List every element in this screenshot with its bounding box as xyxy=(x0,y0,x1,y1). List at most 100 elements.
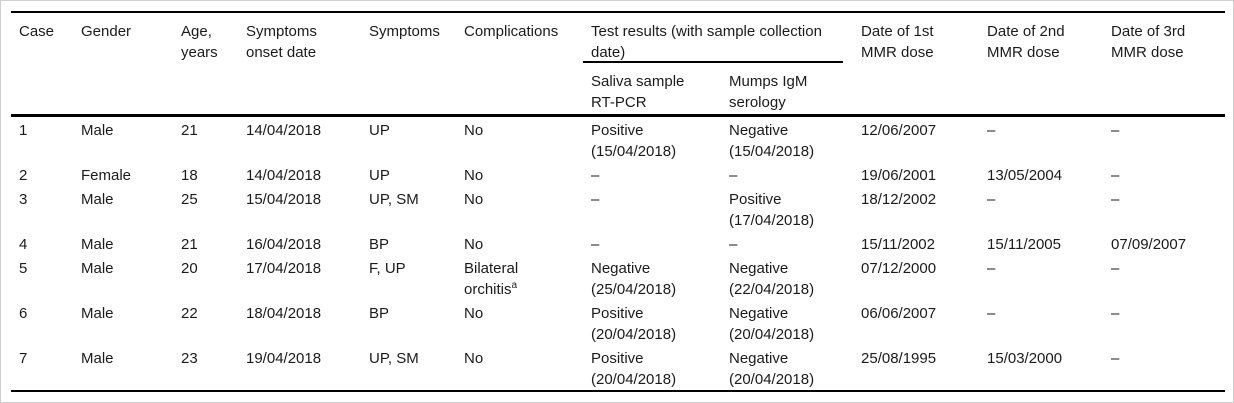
table-header: Case Gender Age, years Symptoms onset date… xyxy=(11,12,1226,117)
cell-onset-date: 17/04/2018 xyxy=(246,259,322,277)
cell-onset-date: 14/04/2018 xyxy=(246,166,322,184)
cell-mmr-dose-2: – xyxy=(987,259,996,277)
cell-onset-date: 18/04/2018 xyxy=(246,304,322,322)
cell-gender: Male xyxy=(81,304,114,322)
cell-saliva-rt-pcr: Positive (15/04/2018) xyxy=(591,121,677,160)
cell-mumps-igm: Negative (20/04/2018) xyxy=(729,304,815,343)
cell-mmr-dose-3: – xyxy=(1111,190,1120,208)
col-header-age: Age, years xyxy=(173,12,238,117)
cell-case: 2 xyxy=(19,166,28,184)
cell-complications: No xyxy=(464,190,484,208)
col-header-mmr-dose-1: Date of 1st MMR dose xyxy=(853,12,980,117)
cell-complications: Bilateral orchitisa xyxy=(464,259,519,298)
cell-age: 25 xyxy=(181,190,198,208)
cell-mmr-dose-2: 13/05/2004 xyxy=(987,166,1063,184)
cell-complications: No xyxy=(464,121,484,139)
cell-symptoms: UP, SM xyxy=(369,349,419,367)
cell-onset-date: 15/04/2018 xyxy=(246,190,322,208)
mumps-cases-table: Case Gender Age, years Symptoms onset date… xyxy=(11,11,1226,392)
cell-saliva-rt-pcr: – xyxy=(591,190,600,208)
cell-symptoms: BP xyxy=(369,235,390,253)
cell-symptoms: UP, SM xyxy=(369,190,419,208)
cell-mmr-dose-3: – xyxy=(1111,121,1120,139)
cell-mmr-dose-3: 07/09/2007 xyxy=(1111,235,1187,253)
cell-complications: No xyxy=(464,349,484,367)
cell-mmr-dose-1: 25/08/1995 xyxy=(861,349,937,367)
cell-saliva-rt-pcr: Positive (20/04/2018) xyxy=(591,349,677,388)
cell-case: 5 xyxy=(19,259,28,277)
cell-saliva-rt-pcr: – xyxy=(591,235,600,253)
header-row-sub: Saliva sample RT-PCR Mumps IgM serology xyxy=(11,63,1225,117)
cell-mmr-dose-2: – xyxy=(987,121,996,139)
cell-saliva-rt-pcr: – xyxy=(591,166,600,184)
cell-mmr-dose-2: 15/03/2000 xyxy=(987,349,1063,367)
table-body: 1 Male 21 14/04/2018 UP No Positive (15/04/2018… xyxy=(11,115,1225,391)
cell-case: 3 xyxy=(19,190,28,208)
cell-gender: Female xyxy=(81,166,132,184)
cell-age: 18 xyxy=(181,166,198,184)
cell-symptoms: BP xyxy=(369,304,390,322)
col-header-mmr-dose-2: Date of 2nd MMR dose xyxy=(979,12,1104,117)
cell-complications: No xyxy=(464,304,484,322)
cell-mmr-dose-1: 19/06/2001 xyxy=(861,166,937,184)
cell-gender: Male xyxy=(81,235,114,253)
cell-mmr-dose-2: – xyxy=(987,304,996,322)
col-header-mumps-igm: Mumps IgM serology xyxy=(721,63,854,117)
header-row-top: Case Gender Age, years Symptoms onset date… xyxy=(11,12,1226,117)
cell-age: 23 xyxy=(181,349,198,367)
table-row: 1 Male 21 14/04/2018 UP No Positive (15/04/2018… xyxy=(11,115,1225,162)
cell-onset-date: 19/04/2018 xyxy=(246,349,322,367)
table-row: 2 Female 18 14/04/2018 UP No – – 19/06/2001 13/05… xyxy=(11,162,1225,186)
table-row: 6 Male 22 18/04/2018 BP No Positive (20/04/2018… xyxy=(11,300,1225,345)
cell-mumps-igm: Positive (17/04/2018) xyxy=(729,190,815,229)
col-header-test-results: Test results (with sample collection date… xyxy=(583,12,853,63)
cell-symptoms: UP xyxy=(369,166,390,184)
col-header-saliva-rt-pcr: Saliva sample RT-PCR xyxy=(583,63,721,117)
cell-gender: Male xyxy=(81,259,114,277)
cell-age: 21 xyxy=(181,121,198,139)
cell-mumps-igm: Negative (20/04/2018) xyxy=(729,349,815,388)
cell-mmr-dose-2: – xyxy=(987,190,996,208)
cell-mmr-dose-1: 12/06/2007 xyxy=(861,121,937,139)
cell-mumps-igm: Negative (22/04/2018) xyxy=(729,259,815,298)
cell-mumps-igm: – xyxy=(729,166,738,184)
cell-mumps-igm: Negative (15/04/2018) xyxy=(729,121,815,160)
cell-age: 21 xyxy=(181,235,198,253)
test-results-group-label: Test results (with sample collection date… xyxy=(591,23,822,61)
cell-mmr-dose-3: – xyxy=(1111,259,1120,277)
cell-mmr-dose-3: – xyxy=(1111,304,1120,322)
col-header-gender: Gender xyxy=(73,12,173,117)
table-row: 5 Male 20 17/04/2018 F, UP Bilateral orchitisa… xyxy=(11,255,1225,300)
cell-mmr-dose-1: 06/06/2007 xyxy=(861,304,937,322)
cell-case: 4 xyxy=(19,235,28,253)
cell-gender: Male xyxy=(81,349,114,367)
cell-mmr-dose-1: 18/12/2002 xyxy=(861,190,937,208)
cell-mmr-dose-2: 15/11/2005 xyxy=(987,235,1061,253)
cell-gender: Male xyxy=(81,121,114,139)
cell-age: 20 xyxy=(181,259,198,277)
table-row: 4 Male 21 16/04/2018 BP No – – 15/11/2002 15/11/2… xyxy=(11,231,1225,255)
col-header-mmr-dose-3: Date of 3rd MMR dose xyxy=(1103,12,1226,117)
cell-mumps-igm: – xyxy=(729,235,738,253)
cell-mmr-dose-3: – xyxy=(1111,166,1120,184)
cell-saliva-rt-pcr: Positive (20/04/2018) xyxy=(591,304,677,343)
cell-case: 1 xyxy=(19,121,28,139)
cell-complications: No xyxy=(464,235,484,253)
cell-mmr-dose-3: – xyxy=(1111,349,1120,367)
cell-saliva-rt-pcr: Negative (25/04/2018) xyxy=(591,259,677,298)
col-header-symptoms: Symptoms xyxy=(361,12,456,117)
cell-symptoms: UP xyxy=(369,121,390,139)
footnote-marker: a xyxy=(511,279,518,291)
col-header-onset-date: Symptoms onset date xyxy=(238,12,361,117)
cell-case: 7 xyxy=(19,349,28,367)
cell-symptoms: F, UP xyxy=(369,259,406,277)
cell-gender: Male xyxy=(81,190,114,208)
cell-onset-date: 14/04/2018 xyxy=(246,121,322,139)
cell-case: 6 xyxy=(19,304,28,322)
col-header-complications: Complications xyxy=(456,12,583,117)
test-results-group-underline xyxy=(583,61,844,63)
cell-mmr-dose-1: 07/12/2000 xyxy=(861,259,937,277)
cell-onset-date: 16/04/2018 xyxy=(246,235,322,253)
cell-age: 22 xyxy=(181,304,198,322)
